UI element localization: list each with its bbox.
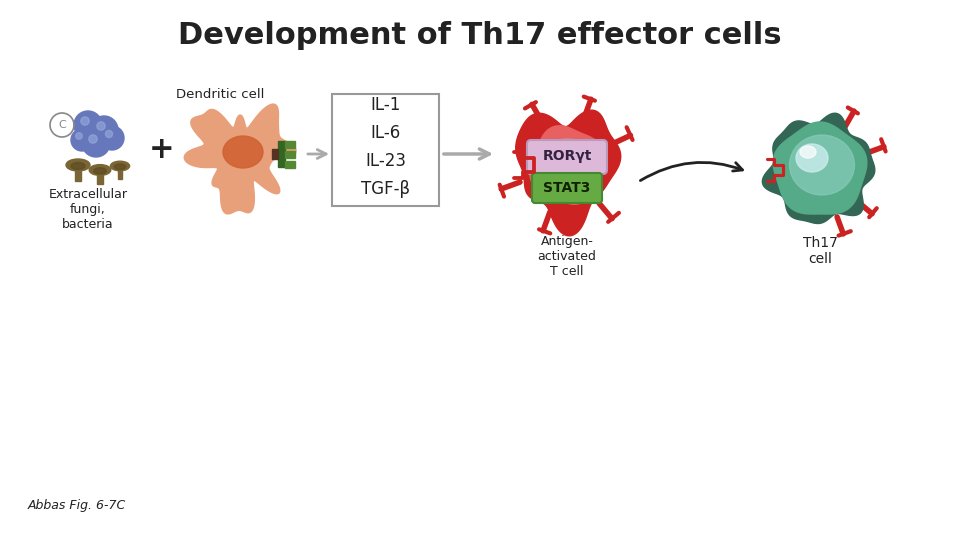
Polygon shape — [97, 170, 103, 184]
FancyBboxPatch shape — [332, 94, 439, 206]
Circle shape — [106, 130, 112, 138]
Circle shape — [90, 116, 118, 144]
Circle shape — [97, 122, 106, 130]
Circle shape — [76, 133, 83, 139]
Ellipse shape — [223, 136, 263, 168]
Text: Dendritic cell: Dendritic cell — [176, 88, 264, 101]
Text: Abbas Fig. 6-7C: Abbas Fig. 6-7C — [28, 499, 127, 512]
Polygon shape — [184, 104, 296, 214]
Text: Th17
cell: Th17 cell — [803, 236, 837, 266]
Ellipse shape — [71, 163, 85, 170]
Ellipse shape — [540, 139, 594, 181]
Polygon shape — [762, 113, 875, 224]
Ellipse shape — [110, 161, 130, 171]
Text: RORγt: RORγt — [542, 149, 591, 163]
FancyBboxPatch shape — [532, 173, 602, 203]
Circle shape — [88, 135, 97, 143]
Text: C: C — [59, 120, 66, 130]
Text: Antigen-
activated
T cell: Antigen- activated T cell — [538, 235, 596, 278]
Ellipse shape — [796, 144, 828, 172]
Ellipse shape — [114, 164, 126, 170]
FancyBboxPatch shape — [527, 140, 607, 174]
Polygon shape — [530, 126, 604, 204]
Polygon shape — [516, 110, 621, 236]
Ellipse shape — [800, 146, 816, 158]
Polygon shape — [75, 165, 81, 181]
Bar — [272, 149, 278, 159]
Text: +: + — [149, 136, 175, 165]
Text: STAT3: STAT3 — [543, 181, 590, 195]
Circle shape — [71, 129, 93, 151]
Bar — [285, 160, 295, 167]
Text: Extracellular
fungi,
bacteria: Extracellular fungi, bacteria — [49, 188, 128, 231]
Text: IL-1
IL-6
IL-23
TGF-β: IL-1 IL-6 IL-23 TGF-β — [361, 96, 410, 198]
Ellipse shape — [789, 135, 854, 195]
Circle shape — [74, 111, 102, 139]
Circle shape — [81, 117, 89, 125]
Polygon shape — [117, 166, 123, 179]
Bar — [278, 141, 285, 167]
Bar — [285, 151, 295, 158]
Bar — [285, 140, 295, 147]
Ellipse shape — [94, 168, 107, 174]
Ellipse shape — [89, 165, 110, 176]
Text: Development of Th17 effector cells: Development of Th17 effector cells — [179, 21, 781, 50]
Circle shape — [100, 126, 124, 150]
Ellipse shape — [66, 159, 90, 171]
Circle shape — [82, 129, 110, 157]
Polygon shape — [773, 122, 867, 214]
